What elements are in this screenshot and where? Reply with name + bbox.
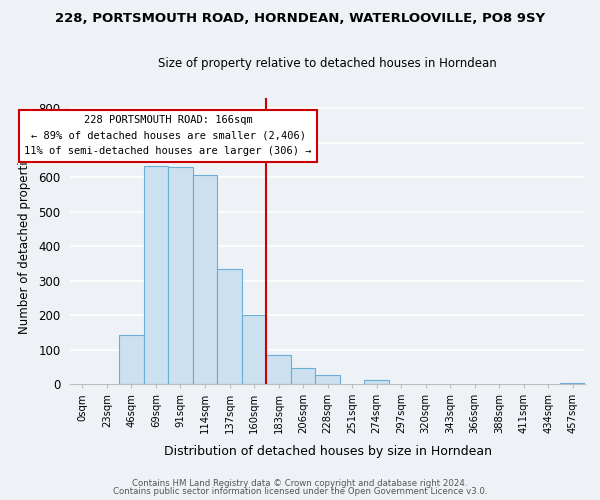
Bar bbox=[119, 334, 144, 384]
Text: Contains HM Land Registry data © Crown copyright and database right 2024.: Contains HM Land Registry data © Crown c… bbox=[132, 478, 468, 488]
Text: Contains public sector information licensed under the Open Government Licence v3: Contains public sector information licen… bbox=[113, 487, 487, 496]
Bar bbox=[193, 174, 217, 384]
Bar bbox=[144, 166, 168, 384]
Bar bbox=[242, 315, 266, 384]
Y-axis label: Number of detached properties: Number of detached properties bbox=[18, 148, 31, 334]
Bar bbox=[291, 368, 316, 384]
Bar bbox=[316, 375, 340, 384]
X-axis label: Distribution of detached houses by size in Horndean: Distribution of detached houses by size … bbox=[164, 444, 491, 458]
Bar bbox=[364, 380, 389, 384]
Bar bbox=[168, 167, 193, 384]
Bar bbox=[217, 270, 242, 384]
Bar bbox=[266, 355, 291, 384]
Text: 228 PORTSMOUTH ROAD: 166sqm
← 89% of detached houses are smaller (2,406)
11% of : 228 PORTSMOUTH ROAD: 166sqm ← 89% of det… bbox=[25, 116, 312, 156]
Title: Size of property relative to detached houses in Horndean: Size of property relative to detached ho… bbox=[158, 58, 497, 70]
Text: 228, PORTSMOUTH ROAD, HORNDEAN, WATERLOOVILLE, PO8 9SY: 228, PORTSMOUTH ROAD, HORNDEAN, WATERLOO… bbox=[55, 12, 545, 26]
